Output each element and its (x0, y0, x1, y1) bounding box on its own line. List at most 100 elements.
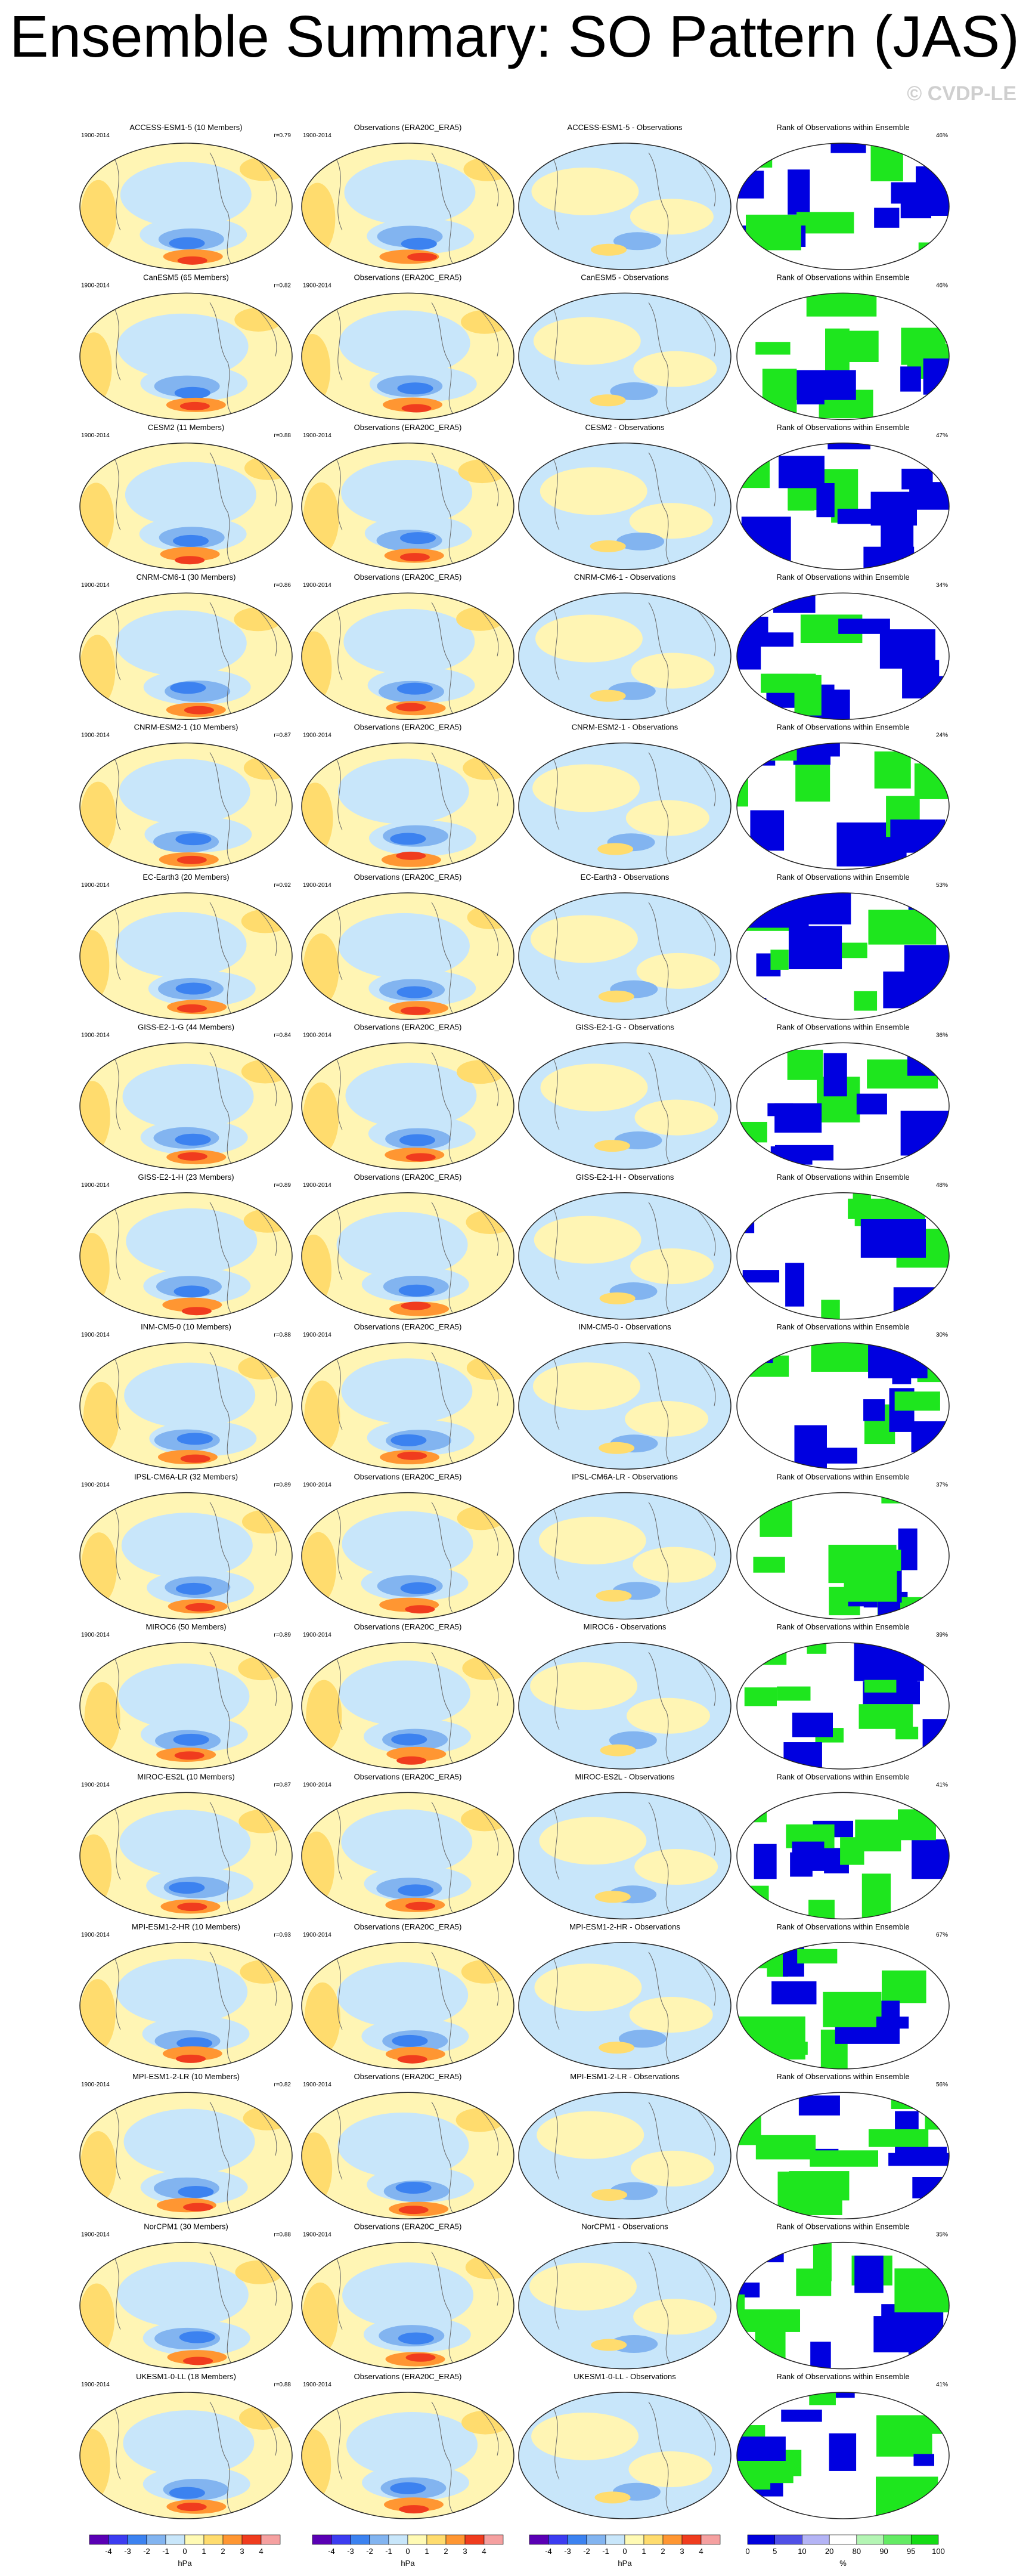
field-blob (173, 1285, 210, 1298)
panel-stat: 67% (936, 1932, 948, 1938)
field-blob (398, 2332, 434, 2345)
field-blob (302, 183, 336, 255)
field-blob (461, 310, 509, 334)
panel-stat: 47% (936, 432, 948, 439)
panel-title: MIROC-ES2L - Observations (575, 1772, 675, 1781)
map-field (737, 143, 949, 270)
year-range: 1900-2014 (303, 282, 331, 289)
field-blob (598, 990, 634, 1003)
map-field (519, 1492, 731, 1619)
field-blob (117, 2262, 249, 2328)
rank-patch (923, 1229, 949, 1262)
panel-title: GISS-E2-1-G (44 Members) (138, 1022, 234, 1031)
map-outline (518, 292, 732, 420)
map-panel (518, 1192, 732, 1320)
panel-title: Rank of Observations within Ensemble (776, 273, 909, 282)
map-field (737, 2242, 949, 2369)
field-blob (629, 1996, 713, 2033)
rank-patch (796, 380, 825, 405)
colorbar-label: 95 (907, 2547, 915, 2556)
rank-patch (895, 1727, 919, 1740)
panel-title: Observations (ERA20C_ERA5) (354, 1622, 462, 1631)
panel-title: GISS-E2-1-H - Observations (576, 1173, 674, 1182)
map-panel (79, 443, 293, 570)
map-field (737, 593, 949, 720)
colorbar-label: 20 (825, 2547, 833, 2556)
map-panel (518, 1642, 732, 1770)
rank-patch (792, 1712, 833, 1737)
field-blob (591, 2188, 628, 2201)
rank-patch (810, 2342, 831, 2369)
rank-patch (882, 1970, 926, 2003)
colorbar-label: 10 (798, 2547, 806, 2556)
rank-patch (823, 1053, 847, 1097)
map-outline (736, 1192, 950, 1320)
field-blob (175, 556, 205, 565)
map-field (737, 893, 949, 1019)
rank-patch (858, 1704, 913, 1729)
field-blob (399, 1134, 435, 1146)
colorbar-label: 1 (424, 2547, 429, 2556)
panel-title: MIROC6 - Observations (584, 1622, 667, 1631)
field-blob (400, 1006, 430, 1015)
map-outline (518, 1342, 732, 1470)
field-blob (84, 1682, 120, 1754)
panel-title: CESM2 - Observations (585, 423, 665, 432)
field-blob (234, 607, 282, 632)
map-panel (79, 2241, 293, 2370)
map-field (519, 1942, 731, 2069)
colorbar-swatch (445, 2534, 466, 2545)
map-panel (518, 2241, 732, 2370)
colorbar-swatch (802, 2534, 830, 2545)
year-range: 1900-2014 (303, 132, 331, 139)
year-range: 1900-2014 (303, 432, 331, 439)
map-field (519, 2092, 731, 2219)
map-field (80, 1643, 292, 1769)
field-blob (121, 1513, 253, 1579)
map-panel (518, 1342, 732, 1470)
year-range: 1900-2014 (81, 282, 110, 289)
field-blob (396, 703, 426, 712)
year-range: 1900-2014 (81, 1782, 110, 1788)
map-panel (301, 1192, 514, 1320)
map-panel (301, 2392, 514, 2519)
map-panel (301, 892, 514, 1020)
rank-patch (879, 629, 935, 669)
map-field (80, 2092, 292, 2219)
field-blob (341, 1358, 473, 1424)
field-blob (456, 607, 504, 631)
rank-patch (767, 1103, 794, 1117)
panel-stat: r=0.79 (274, 132, 291, 139)
map-outline (79, 1192, 293, 1320)
map-panel (79, 1342, 293, 1470)
panel-title: Rank of Observations within Ensemble (776, 123, 909, 132)
field-blob (122, 1063, 254, 1130)
map-outline (736, 2241, 950, 2370)
panel-stat: r=0.88 (274, 1332, 291, 1338)
rank-patch (830, 143, 866, 153)
field-blob (175, 833, 212, 846)
field-blob (118, 1663, 250, 1730)
rank-patch (913, 2454, 935, 2466)
panel-title: Observations (ERA20C_ERA5) (354, 1473, 462, 1482)
rank-patch (744, 1885, 769, 1919)
panel-stat: 36% (936, 1032, 948, 1038)
field-blob (398, 1284, 435, 1297)
map-panel (736, 1642, 950, 1770)
map-field (80, 2392, 292, 2519)
field-blob (633, 1547, 717, 1583)
field-blob (169, 237, 205, 249)
rank-patch (864, 1680, 897, 1693)
rank-patch (870, 143, 903, 181)
field-blob (401, 1301, 431, 1310)
rank-patch (777, 1686, 811, 1701)
map-panel (301, 2241, 514, 2370)
panel-stat: r=0.86 (274, 582, 291, 589)
colorbar-swatch (127, 2534, 147, 2545)
field-blob (185, 1603, 215, 1612)
map-panel (736, 2241, 950, 2370)
rank-patch (750, 810, 785, 851)
map-field (519, 293, 731, 420)
colorbar-label: 2 (221, 2547, 225, 2556)
colorbar-label: -2 (583, 2547, 590, 2556)
